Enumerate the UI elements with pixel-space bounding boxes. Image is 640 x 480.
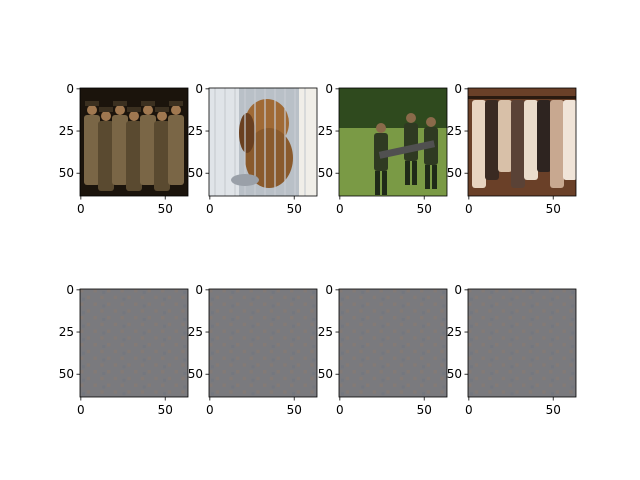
y-tick-label: 0 bbox=[195, 283, 203, 297]
x-tick-label: 0 bbox=[336, 403, 344, 417]
subplot-input-2: 0 50 0 25 50 bbox=[188, 82, 318, 216]
y-tick-label: 0 bbox=[454, 82, 462, 96]
subplot-reconstruction-4: 0 50 0 25 50 bbox=[447, 283, 577, 417]
x-tick-label: 50 bbox=[546, 202, 561, 216]
y-tick-label: 25 bbox=[59, 124, 74, 138]
y-tick-label: 50 bbox=[188, 166, 203, 180]
y-tick-label: 25 bbox=[447, 325, 462, 339]
axes-frame bbox=[79, 87, 189, 197]
image-content bbox=[468, 289, 576, 397]
y-tick-label: 50 bbox=[188, 367, 203, 381]
x-tick-label: 0 bbox=[206, 403, 214, 417]
y-tick-label: 0 bbox=[454, 283, 462, 297]
x-tick-label: 0 bbox=[336, 202, 344, 216]
y-tick-label: 0 bbox=[325, 82, 333, 96]
x-tick-label: 50 bbox=[417, 202, 432, 216]
y-tick-label: 50 bbox=[447, 166, 462, 180]
image-content bbox=[209, 289, 317, 397]
x-tick-label: 0 bbox=[465, 403, 473, 417]
y-tick-label: 0 bbox=[325, 283, 333, 297]
axes-frame bbox=[79, 288, 189, 398]
x-tick-label: 50 bbox=[287, 403, 302, 417]
subplot-reconstruction-3: 0 50 0 25 50 bbox=[318, 283, 448, 417]
image-content bbox=[339, 88, 447, 196]
y-tick-label: 25 bbox=[59, 325, 74, 339]
y-tick-label: 50 bbox=[318, 367, 333, 381]
axes-frame bbox=[338, 87, 448, 197]
axes-frame bbox=[467, 288, 577, 398]
y-tick-label: 50 bbox=[59, 166, 74, 180]
y-tick-label: 25 bbox=[188, 124, 203, 138]
y-tick-label: 0 bbox=[195, 82, 203, 96]
axes-frame bbox=[208, 87, 318, 197]
image-content bbox=[339, 289, 447, 397]
y-tick-label: 50 bbox=[318, 166, 333, 180]
y-tick-label: 25 bbox=[318, 124, 333, 138]
image-content bbox=[80, 88, 188, 196]
y-tick-label: 50 bbox=[447, 367, 462, 381]
x-tick-label: 0 bbox=[465, 202, 473, 216]
subplot-input-4: 0 50 0 25 50 bbox=[447, 82, 577, 216]
x-tick-label: 50 bbox=[158, 202, 173, 216]
x-tick-label: 50 bbox=[546, 403, 561, 417]
image-content bbox=[209, 88, 317, 196]
y-tick-label: 0 bbox=[66, 82, 74, 96]
subplot-input-1: 0 50 0 25 50 bbox=[59, 82, 189, 216]
axes-frame bbox=[208, 288, 318, 398]
image-content bbox=[468, 88, 576, 196]
x-tick-label: 50 bbox=[287, 202, 302, 216]
axes-frame bbox=[338, 288, 448, 398]
subplot-input-3: 0 50 0 25 50 bbox=[318, 82, 448, 216]
x-tick-label: 0 bbox=[77, 403, 85, 417]
axes-frame bbox=[467, 87, 577, 197]
y-tick-label: 0 bbox=[66, 283, 74, 297]
x-tick-label: 50 bbox=[417, 403, 432, 417]
x-tick-label: 0 bbox=[206, 202, 214, 216]
x-tick-label: 0 bbox=[77, 202, 85, 216]
image-content bbox=[80, 289, 188, 397]
y-tick-label: 25 bbox=[318, 325, 333, 339]
y-tick-label: 50 bbox=[59, 367, 74, 381]
y-tick-label: 25 bbox=[447, 124, 462, 138]
x-tick-label: 50 bbox=[158, 403, 173, 417]
y-tick-label: 25 bbox=[188, 325, 203, 339]
subplot-reconstruction-1: 0 50 0 25 50 bbox=[59, 283, 189, 417]
subplot-reconstruction-2: 0 50 0 25 50 bbox=[188, 283, 318, 417]
